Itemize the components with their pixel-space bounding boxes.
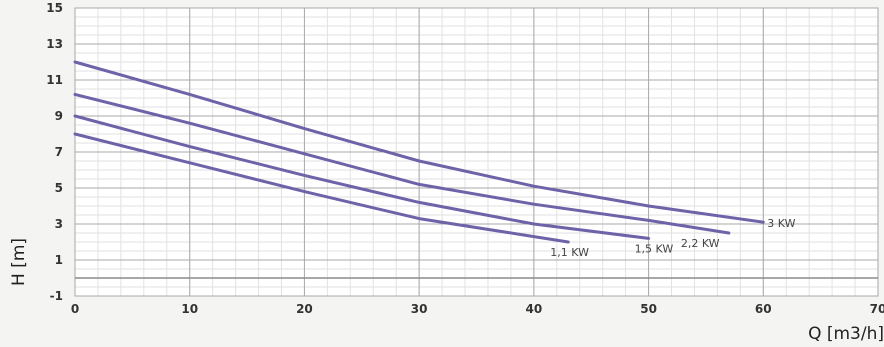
x-axis-ticks: 0 10 20 30 40 50 60 70: [71, 302, 884, 316]
series-label: 1,1 KW: [550, 246, 589, 259]
y-tick-label: 7: [55, 145, 63, 159]
x-tick-label: 70: [870, 302, 884, 316]
x-tick-label: 30: [411, 302, 428, 316]
x-tick-label: 20: [296, 302, 313, 316]
series-line: [73, 132, 570, 244]
y-tick-label: 15: [46, 1, 63, 15]
series-line: [73, 60, 765, 224]
series-labels: 3 KW 2,2 KW 1,5 KW 1,1 KW: [550, 217, 795, 259]
series-lines: [73, 60, 765, 244]
y-axis-label: H [m]: [9, 238, 29, 286]
series-label: 1,5 KW: [635, 242, 674, 255]
y-tick-label: 5: [55, 181, 63, 195]
y-tick-label: 11: [46, 73, 63, 87]
series-label: 2,2 KW: [681, 237, 720, 250]
x-axis-label: Q [m3/h]: [808, 324, 884, 344]
y-tick-label: 1: [55, 253, 63, 267]
x-tick-label: 10: [181, 302, 198, 316]
x-tick-label: 50: [640, 302, 657, 316]
y-tick-label: -1: [50, 289, 63, 303]
y-tick-label: 9: [55, 109, 63, 123]
x-tick-label: 0: [71, 302, 79, 316]
x-tick-label: 40: [526, 302, 543, 316]
y-tick-label: 13: [46, 37, 63, 51]
y-tick-label: 3: [55, 217, 63, 231]
major-grid: [74, 7, 879, 297]
series-line: [73, 114, 651, 240]
series-line: [73, 92, 731, 235]
series-label: 3 KW: [767, 217, 795, 230]
x-tick-label: 60: [755, 302, 772, 316]
